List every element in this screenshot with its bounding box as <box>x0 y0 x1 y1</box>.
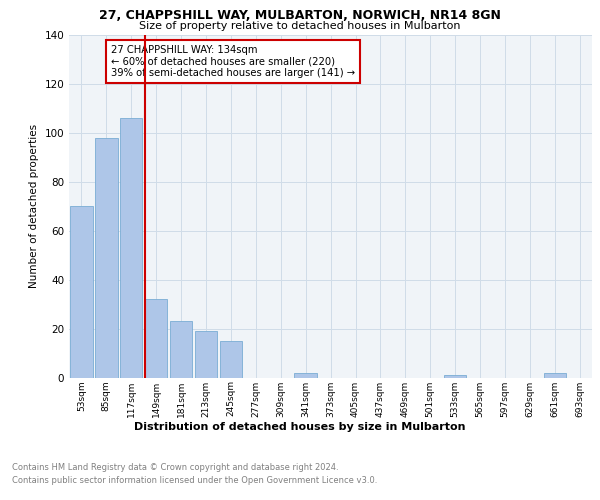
Bar <box>444 375 466 378</box>
Bar <box>120 118 142 378</box>
Bar <box>145 299 167 378</box>
Bar <box>195 331 217 378</box>
Bar <box>220 341 242 378</box>
Bar <box>70 206 92 378</box>
Text: 27 CHAPPSHILL WAY: 134sqm
← 60% of detached houses are smaller (220)
39% of semi: 27 CHAPPSHILL WAY: 134sqm ← 60% of detac… <box>111 46 355 78</box>
Bar <box>170 321 193 378</box>
Bar <box>544 372 566 378</box>
Bar <box>295 372 317 378</box>
Text: 27, CHAPPSHILL WAY, MULBARTON, NORWICH, NR14 8GN: 27, CHAPPSHILL WAY, MULBARTON, NORWICH, … <box>99 9 501 22</box>
Y-axis label: Number of detached properties: Number of detached properties <box>29 124 39 288</box>
Text: Contains HM Land Registry data © Crown copyright and database right 2024.: Contains HM Land Registry data © Crown c… <box>12 462 338 471</box>
Bar <box>95 138 118 378</box>
Text: Size of property relative to detached houses in Mulbarton: Size of property relative to detached ho… <box>139 21 461 31</box>
Text: Distribution of detached houses by size in Mulbarton: Distribution of detached houses by size … <box>134 422 466 432</box>
Text: Contains public sector information licensed under the Open Government Licence v3: Contains public sector information licen… <box>12 476 377 485</box>
